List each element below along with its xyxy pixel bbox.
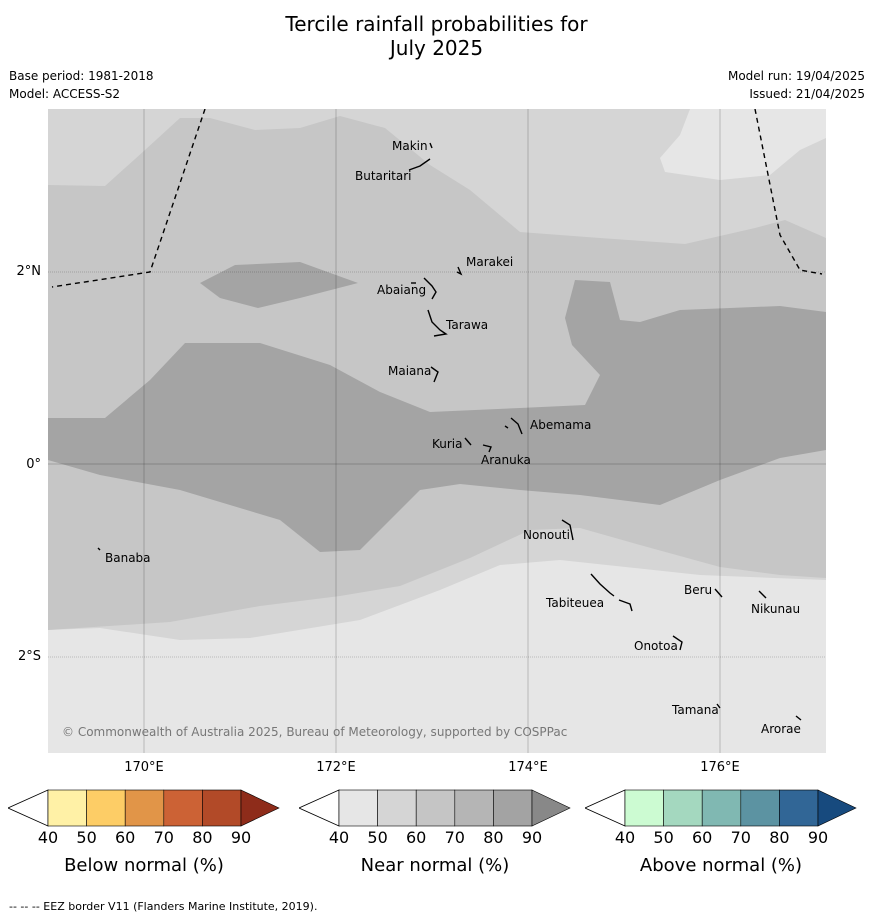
colorbar-near-normal-cell — [415, 789, 456, 827]
colorbar-near-normal-tick: 60 — [406, 828, 427, 847]
colorbar-above-normal-cell — [779, 789, 819, 827]
colorbar-below-normal-tick: 50 — [76, 828, 97, 847]
lon-label-172e: 172°E — [316, 760, 356, 775]
map-region-top-right — [660, 109, 826, 180]
colorbar-above-normal-max-arrow — [817, 789, 857, 827]
colorbar-near-normal-tick: 70 — [444, 828, 465, 847]
copyright-notice: © Commonwealth of Australia 2025, Bureau… — [62, 725, 568, 739]
meta-right: Model run: 19/04/2025 Issued: 21/04/2025 — [728, 67, 865, 103]
grid — [48, 109, 826, 753]
eez-footnote: -- -- -- EEZ border V11 (Flanders Marine… — [9, 900, 318, 913]
colorbar-below-normal-max-arrow — [240, 789, 280, 827]
colorbar-near-normal-tick: 80 — [483, 828, 504, 847]
map-region-70 — [48, 280, 826, 552]
colorbar-near-normal-min-arrow — [299, 789, 340, 827]
colorbar-below-normal-cell — [124, 789, 165, 827]
place-arorae: Arorae — [761, 722, 801, 736]
colorbar-near-normal-cells — [338, 789, 571, 827]
place-kuria: Kuria — [432, 437, 463, 451]
colorbar-near-normal-tick: 90 — [521, 828, 543, 847]
colorbar-above-normal-cells — [624, 789, 857, 827]
colorbar-below-normal-min-arrow — [8, 789, 49, 827]
colorbar-above-normal-tick: 50 — [653, 828, 674, 847]
colorbar-near-normal-cell — [493, 789, 533, 827]
map-title: Tercile rainfall probabilities for July … — [0, 12, 873, 60]
place-abaiang: Abaiang — [377, 283, 427, 297]
colorbar-above-normal-tick: 90 — [807, 828, 829, 847]
title-line-1: Tercile rainfall probabilities for — [285, 12, 588, 36]
lat-label-2n: 2°N — [16, 264, 42, 279]
map-region-light-south — [560, 636, 635, 662]
colorbar-below-normal-cell — [86, 789, 126, 827]
colorbar-above-normal-tick: 40 — [614, 828, 636, 847]
colorbar-below-normal-label: Below normal (%) — [64, 855, 224, 876]
place-makin: Makin — [392, 139, 428, 153]
place-abemama: Abemama — [530, 418, 592, 432]
map-panel — [48, 109, 826, 753]
place-tamana: Tamana — [672, 703, 719, 717]
colorbar-near-normal — [299, 789, 571, 827]
colorbar-above-normal-cell — [624, 789, 664, 827]
place-tabiteuea: Tabiteuea — [546, 596, 605, 610]
colorbar-near-normal-tick: 50 — [367, 828, 388, 847]
colorbar-below-normal-tick: 60 — [115, 828, 136, 847]
colorbar-above-normal-cell — [701, 789, 742, 827]
colorbar-below-normal-tick: 40 — [37, 828, 59, 847]
colorbar-above-normal-tick: 80 — [769, 828, 790, 847]
place-aranuka: Aranuka — [481, 453, 531, 467]
lon-label-174e: 174°E — [508, 760, 548, 775]
place-nikunau: Nikunau — [751, 602, 801, 616]
title-line-2: July 2025 — [389, 36, 484, 60]
meta-left: Base period: 1981-2018 Model: ACCESS-S2 — [9, 67, 154, 103]
lat-label-0: 0° — [26, 457, 41, 472]
place-nonouti: Nonouti — [523, 528, 570, 542]
place-maiana: Maiana — [388, 364, 432, 378]
colorbar-above-normal-label: Above normal (%) — [639, 855, 803, 876]
place-onotoa: Onotoa — [634, 639, 678, 653]
model-name: Model: ACCESS-S2 — [9, 87, 121, 101]
colorbar-above-normal-tick: 60 — [692, 828, 713, 847]
colorbar-below-normal-tick: 90 — [230, 828, 252, 847]
issued-date: Issued: 21/04/2025 — [749, 87, 865, 101]
colorbar-near-normal-cell — [454, 789, 494, 827]
colorbar-near-normal-tick: 40 — [328, 828, 350, 847]
place-butaritari: Butaritari — [355, 169, 412, 183]
colorbar-below-normal-cell — [202, 789, 242, 827]
colorbar-below-normal — [8, 789, 280, 827]
colorbar-below-normal-cell — [163, 789, 203, 827]
colorbar-above-normal-tick: 70 — [730, 828, 751, 847]
eez-border — [51, 109, 823, 288]
colorbar-above-normal — [585, 789, 857, 827]
islands — [97, 142, 802, 721]
colorbar-below-normal-tick: 70 — [153, 828, 174, 847]
place-banaba: Banaba — [105, 551, 151, 565]
map-region-patch — [200, 262, 358, 308]
colorbar-below-normal-cell — [47, 789, 87, 827]
colorbar-below-normal-tick: 80 — [192, 828, 213, 847]
colorbar-above-normal-cell — [740, 789, 780, 827]
lat-label-2s: 2°S — [17, 649, 41, 664]
colorbar-near-normal-cell — [377, 789, 417, 827]
colorbar-below-normal-cells — [47, 789, 280, 827]
lon-label-170e: 170°E — [124, 760, 164, 775]
place-beru: Beru — [684, 583, 713, 597]
colorbar-above-normal-cell — [663, 789, 703, 827]
place-marakei: Marakei — [466, 255, 514, 269]
colorbar-near-normal-max-arrow — [531, 789, 571, 827]
colorbar-above-normal-min-arrow — [585, 789, 626, 827]
lon-label-176e: 176°E — [700, 760, 740, 775]
base-period: Base period: 1981-2018 — [9, 69, 154, 83]
colorbar-near-normal-label: Near normal (%) — [360, 855, 510, 876]
model-run: Model run: 19/04/2025 — [727, 69, 865, 83]
place-tarawa: Tarawa — [446, 318, 489, 332]
colorbar-near-normal-cell — [338, 789, 378, 827]
